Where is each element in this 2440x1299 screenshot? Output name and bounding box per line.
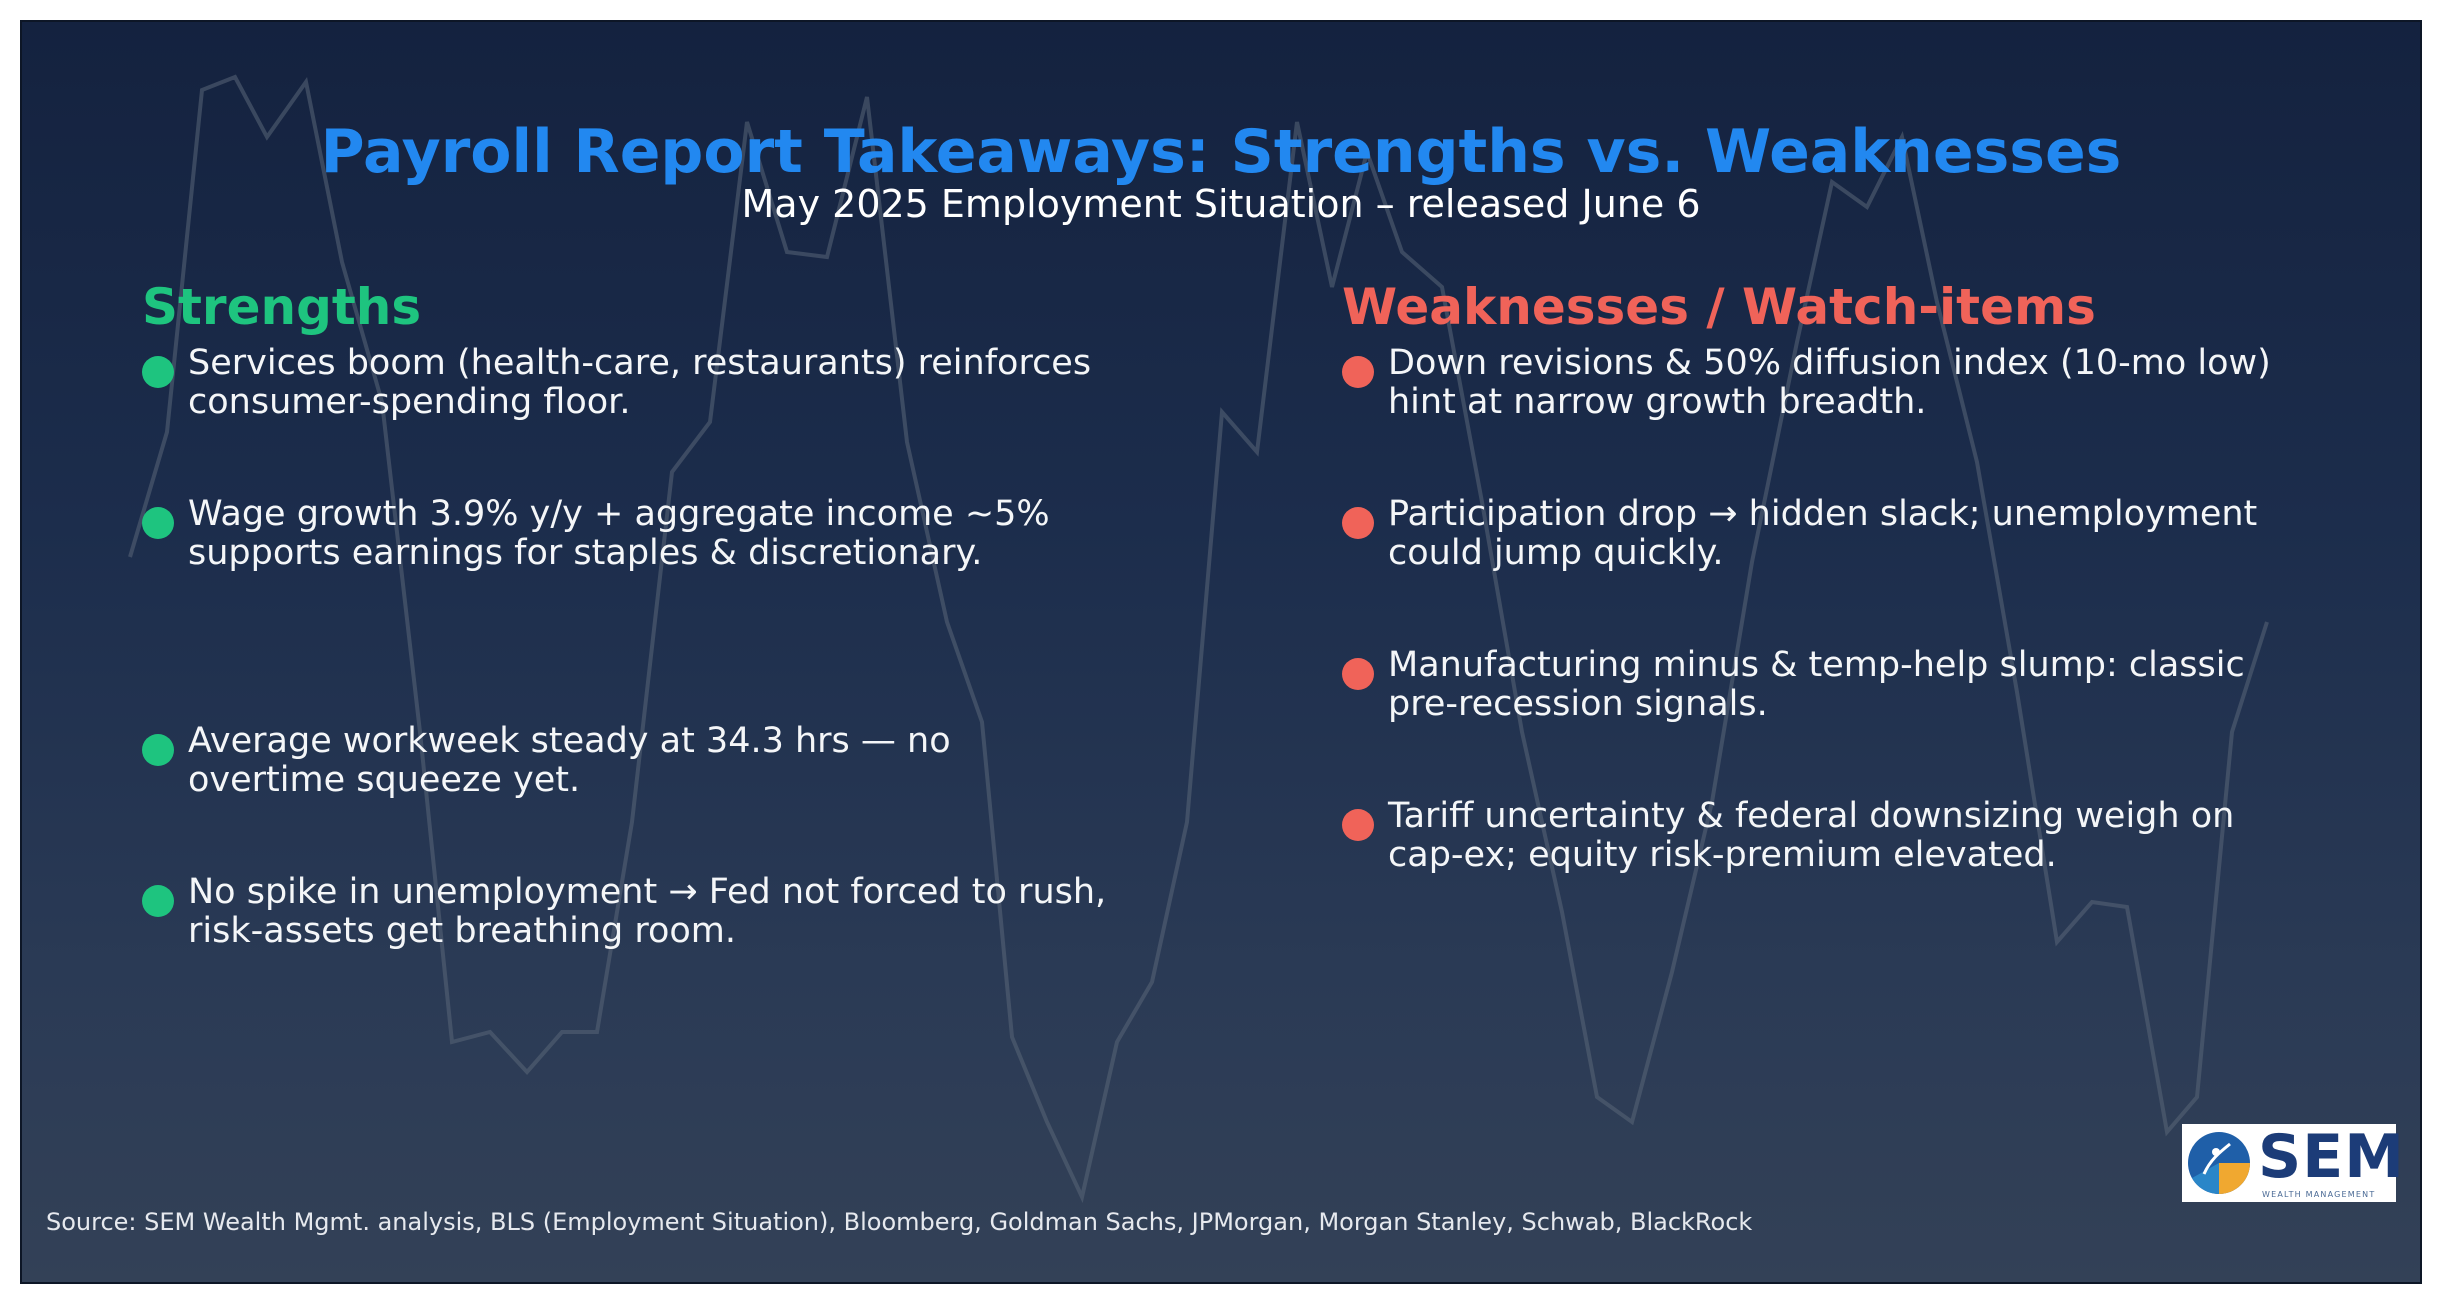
sem-logo: SEM WEALTH MANAGEMENT [2182,1124,2404,1202]
strength-item-text: Services boom (health-care, restaurants)… [188,343,1092,422]
source-footnote: Source: SEM Wealth Mgmt. analysis, BLS (… [46,1208,1753,1236]
red-bullet-icon [1342,507,1374,539]
green-bullet-icon [142,356,174,388]
green-bullet-icon [142,885,174,917]
weakness-item-text: Participation drop → hidden slack; unemp… [1388,494,2258,573]
infographic-panel: Payroll Report Takeaways: Strengths vs. … [20,20,2422,1284]
strengths-heading: Strengths [142,278,422,336]
sem-globe-icon [2188,1132,2250,1194]
weakness-item-text: Down revisions & 50% diffusion index (10… [1388,343,2271,422]
strength-item-text: Wage growth 3.9% y/y + aggregate income … [188,494,1050,573]
weaknesses-heading: Weaknesses / Watch-items [1342,278,2096,336]
strength-item-text: Average workweek steady at 34.3 hrs — no… [188,721,951,800]
red-bullet-icon [1342,658,1374,690]
page-title: Payroll Report Takeaways: Strengths vs. … [320,117,2122,187]
red-bullet-icon [1342,809,1374,841]
green-bullet-icon [142,734,174,766]
background-trend-line [128,74,2269,1204]
page-subtitle: May 2025 Employment Situation – released… [741,182,1701,226]
strength-item-text: No spike in unemployment → Fed not force… [188,872,1107,951]
logo-wordmark: SEM [2258,1122,2405,1192]
weakness-item-text: Tariff uncertainty & federal downsizing … [1388,796,2235,875]
weakness-item-text: Manufacturing minus & temp-help slump: c… [1388,645,2245,724]
red-bullet-icon [1342,356,1374,388]
logo-tagline: WEALTH MANAGEMENT [2262,1190,2376,1199]
green-bullet-icon [142,507,174,539]
